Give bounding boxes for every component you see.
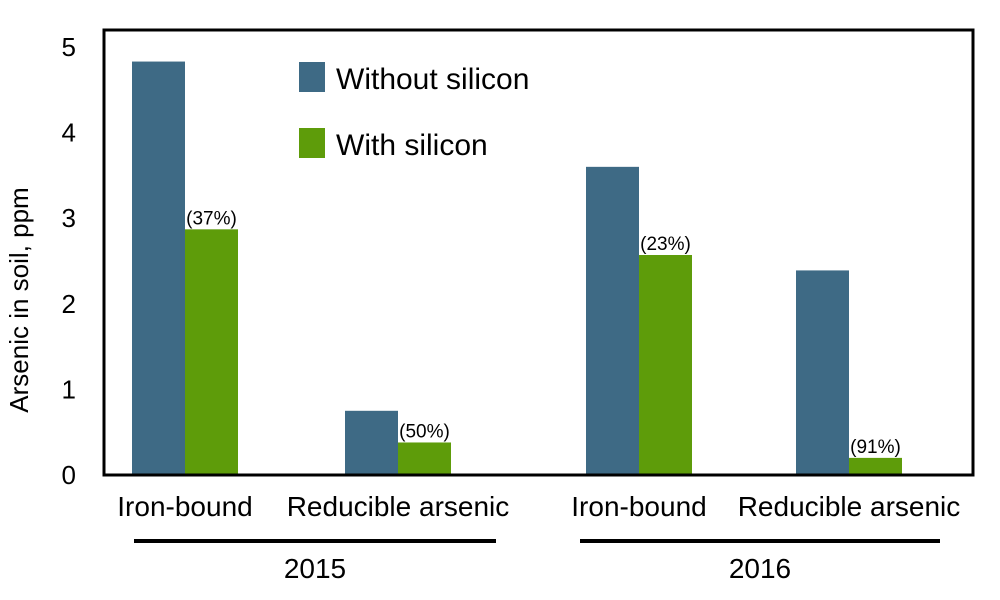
bar-with-silicon <box>398 442 451 475</box>
category-label: Iron-bound <box>117 491 252 522</box>
legend-swatch <box>299 62 325 92</box>
category-labels: Iron-bound Reducible arsenic Iron-bound Red… <box>117 491 960 522</box>
y-tick-label: 5 <box>62 32 76 62</box>
y-tick-label: 1 <box>62 374 76 404</box>
legend: Without silicon With silicon <box>299 62 529 162</box>
category-label: Reducible arsenic <box>287 491 510 522</box>
y-tick-label: 4 <box>62 118 76 148</box>
bar-without-silicon <box>132 61 185 475</box>
data-labels: (37%) (50%) (23%) (91%) <box>186 208 901 458</box>
y-tick-label: 2 <box>62 289 76 319</box>
bar-without-silicon <box>345 410 398 475</box>
data-label: (23%) <box>640 234 691 255</box>
data-label: (91%) <box>850 437 901 458</box>
category-label: Reducible arsenic <box>738 491 961 522</box>
group-labels: 2015 2016 <box>134 539 940 584</box>
data-label: (50%) <box>399 421 450 442</box>
y-tick-labels: 0 1 2 3 4 5 <box>62 32 76 490</box>
category-label: Iron-bound <box>571 491 706 522</box>
plot-frame <box>102 28 975 477</box>
bar-with-silicon <box>185 229 238 475</box>
legend-label: Without silicon <box>336 63 529 96</box>
y-tick-label: 0 <box>62 460 76 490</box>
bar-without-silicon <box>796 270 849 475</box>
y-axis-label: Arsenic in soil, ppm <box>4 187 34 412</box>
bar-with-silicon <box>849 457 902 475</box>
bar-without-silicon <box>586 166 639 475</box>
legend-label: With silicon <box>336 129 488 162</box>
bars <box>132 61 902 475</box>
data-label: (37%) <box>186 208 237 229</box>
y-tick-label: 3 <box>62 203 76 233</box>
legend-swatch <box>299 128 325 158</box>
group-label: 2015 <box>284 553 346 584</box>
bar-with-silicon <box>639 255 692 475</box>
group-label: 2016 <box>729 553 791 584</box>
